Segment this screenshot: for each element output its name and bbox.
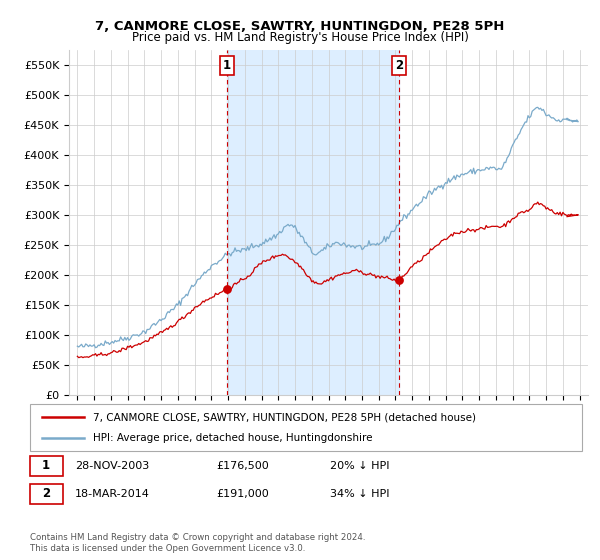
Text: 7, CANMORE CLOSE, SAWTRY, HUNTINGDON, PE28 5PH: 7, CANMORE CLOSE, SAWTRY, HUNTINGDON, PE… [95,20,505,32]
Text: HPI: Average price, detached house, Huntingdonshire: HPI: Average price, detached house, Hunt… [93,433,373,443]
Text: 1: 1 [223,59,230,72]
Text: 20% ↓ HPI: 20% ↓ HPI [330,461,389,471]
Text: Contains HM Land Registry data © Crown copyright and database right 2024.
This d: Contains HM Land Registry data © Crown c… [30,533,365,553]
Point [222,284,232,293]
Text: 1: 1 [42,459,50,473]
Text: 34% ↓ HPI: 34% ↓ HPI [330,489,389,499]
Text: 2: 2 [395,59,403,72]
Text: 7, CANMORE CLOSE, SAWTRY, HUNTINGDON, PE28 5PH (detached house): 7, CANMORE CLOSE, SAWTRY, HUNTINGDON, PE… [93,412,476,422]
Text: 2: 2 [42,487,50,501]
Bar [227,50,399,395]
Text: 28-NOV-2003: 28-NOV-2003 [75,461,149,471]
Text: £176,500: £176,500 [216,461,269,471]
Text: £191,000: £191,000 [216,489,269,499]
Text: 18-MAR-2014: 18-MAR-2014 [75,489,150,499]
Text: Price paid vs. HM Land Registry's House Price Index (HPI): Price paid vs. HM Land Registry's House … [131,31,469,44]
Point [394,276,404,285]
